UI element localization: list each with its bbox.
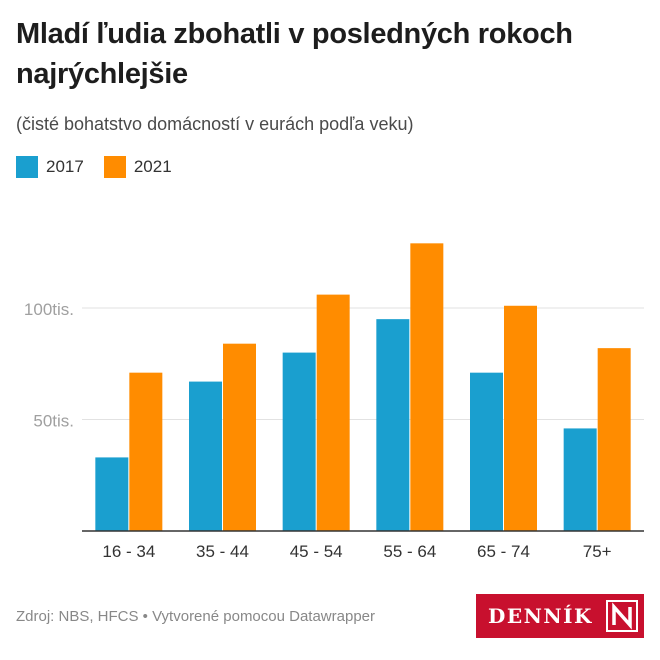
y-tick-label-1: 100tis. bbox=[24, 300, 74, 319]
x-tick-label: 16 - 34 bbox=[102, 542, 155, 561]
x-tick-label: 35 - 44 bbox=[196, 542, 249, 561]
y-tick-label-0: 50tis. bbox=[33, 412, 74, 431]
source-note: Zdroj: NBS, HFCS • Vytvorené pomocou Dat… bbox=[16, 608, 376, 625]
logo-n-icon bbox=[606, 600, 638, 632]
bar-2021-35-44 bbox=[223, 343, 256, 531]
bar-2017-35-44 bbox=[189, 381, 222, 531]
legend-swatch-2021 bbox=[103, 156, 126, 178]
bar-2021-16-34 bbox=[129, 372, 163, 531]
bar-2021-75plus bbox=[597, 348, 631, 531]
bar-2021-65-74 bbox=[504, 305, 537, 531]
bar-2017-45-54 bbox=[282, 352, 316, 531]
x-tick-label: 65 - 74 bbox=[477, 542, 530, 561]
chart-title: Mladí ľudia zbohatli v posledných rokoch… bbox=[16, 18, 573, 90]
bar-2021-55-64 bbox=[410, 243, 444, 531]
bar-chart: 50tis. 100tis. 16 - 34 35 - 44 45 - 54 55 - 6… bbox=[24, 243, 644, 561]
x-tick-label: 45 - 54 bbox=[290, 542, 343, 561]
legend-swatch-2017 bbox=[16, 156, 38, 178]
x-tick-label: 55 - 64 bbox=[383, 542, 436, 561]
bar-2017-16-34 bbox=[95, 457, 129, 531]
logo-text: DENNÍK bbox=[488, 604, 593, 628]
chart-subtitle: (čisté bohatstvo domácností v eurách pod… bbox=[16, 114, 414, 134]
bar-2017-75plus bbox=[563, 428, 597, 531]
bar-2017-65-74 bbox=[470, 372, 503, 531]
legend: 2017 2021 bbox=[16, 156, 172, 178]
legend-item-2017: 2017 bbox=[16, 156, 84, 178]
dennik-n-logo: DENNÍK bbox=[476, 594, 644, 638]
bar-2021-45-54 bbox=[316, 294, 350, 531]
legend-label-2021: 2021 bbox=[133, 157, 172, 176]
x-tick-label: 75+ bbox=[583, 542, 612, 561]
legend-item-2021: 2021 bbox=[103, 156, 172, 178]
legend-label-2017: 2017 bbox=[46, 157, 84, 176]
bar-2017-55-64 bbox=[376, 319, 410, 531]
